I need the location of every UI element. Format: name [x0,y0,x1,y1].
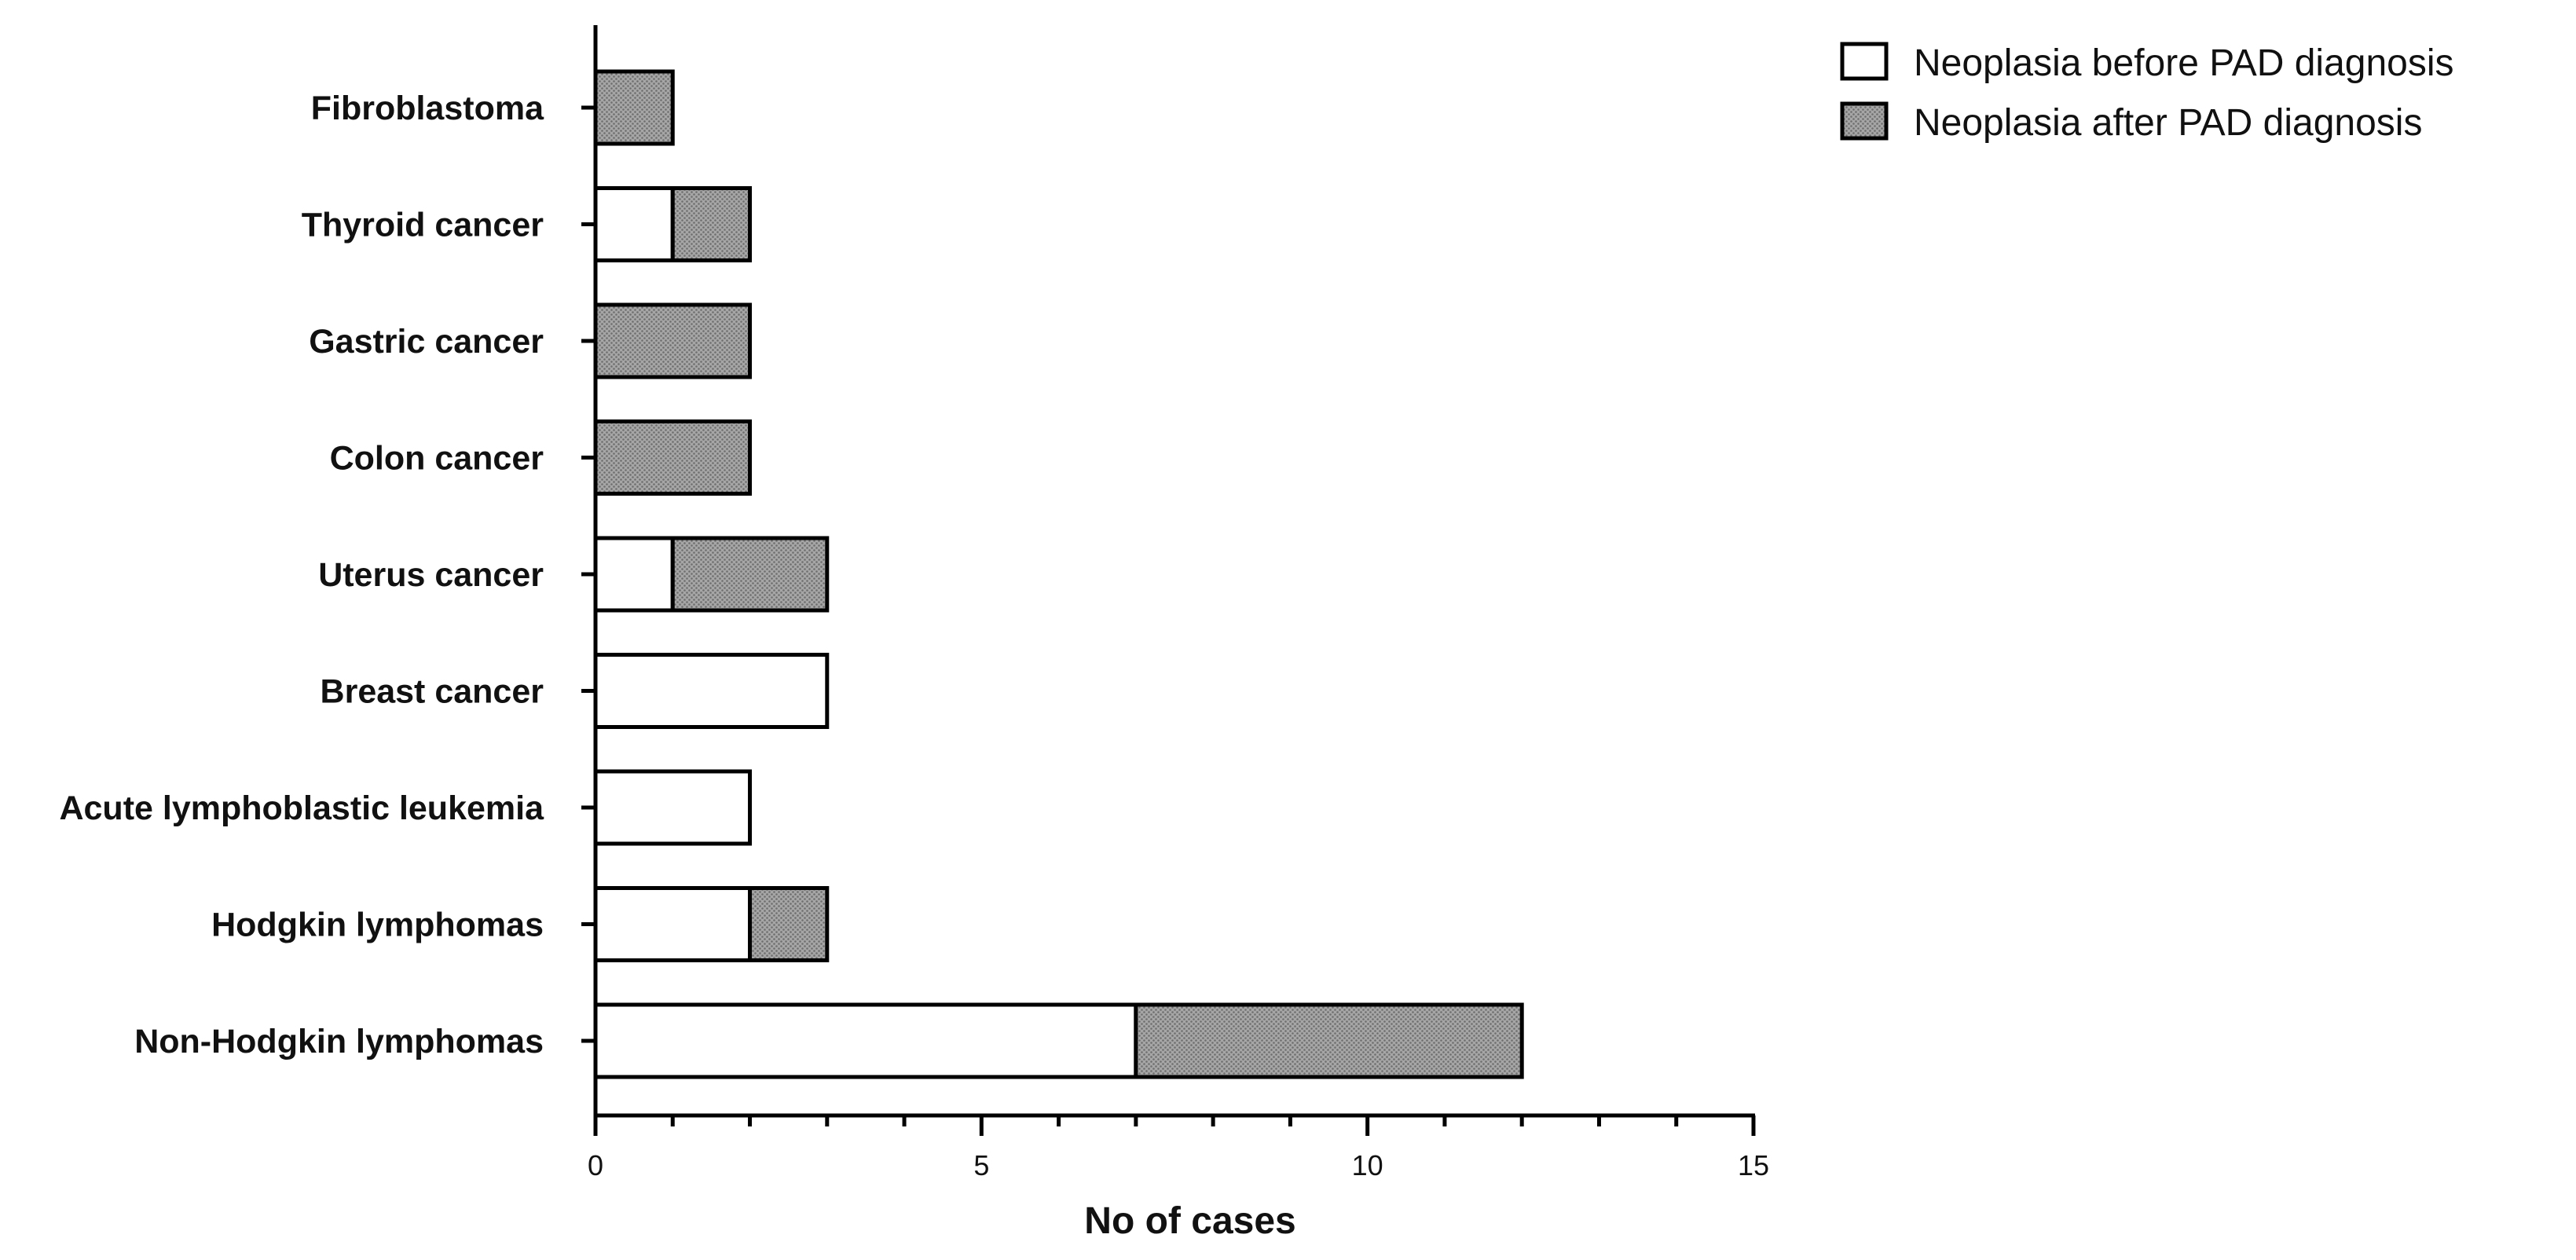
legend-swatch-after [1840,101,1889,141]
x-axis-tick-labels: 0 5 10 15 [588,1149,1769,1181]
x-tick-label: 15 [1738,1149,1769,1181]
bar-hodgkin-lymphomas-before [593,886,753,962]
bar-gastric-cancer-after [593,302,753,379]
legend-label-before: Neoplasia before PAD diagnosis [1914,42,2454,84]
bar-non-hodgkin-lymphomas-before [593,1002,1138,1079]
bar-uterus-cancer-before [593,536,675,613]
x-tick-label: 0 [588,1149,603,1181]
bar-group [593,69,1524,1079]
bar-colon-cancer-after [593,419,753,496]
bar-acute-lymphoblastic-leukemia-before [593,769,753,846]
category-label-uterus-cancer: Uterus cancer [318,556,544,594]
bar-uterus-cancer-after [670,536,830,613]
category-label-non-hodgkin-lymphomas: Non-Hodgkin lymphomas [134,1023,544,1060]
x-tick-label: 5 [973,1149,989,1181]
category-label-colon-cancer: Colon cancer [330,440,544,478]
category-label-fibroblastoma: Fibroblastoma [311,90,544,127]
category-label-thyroid-cancer: Thyroid cancer [302,207,544,244]
legend: Neoplasia before PAD diagnosis Neoplasia … [1840,42,2454,144]
x-axis-title: No of cases [1084,1200,1295,1242]
x-tick-label: 10 [1352,1149,1383,1181]
y-axis-ticks [581,105,595,1043]
legend-label-after: Neoplasia after PAD diagnosis [1914,102,2422,144]
bar-fibroblastoma-after [593,69,675,146]
x-axis-ticks [593,1115,1756,1136]
legend-swatch-before [1840,42,1889,81]
category-labels: Fibroblastoma Thyroid cancer Gastric cance… [59,90,544,1060]
bar-thyroid-cancer-before [593,186,675,262]
category-label-hodgkin-lymphomas: Hodgkin lymphomas [211,907,544,944]
category-label-acute-lymphoblastic-leukemia: Acute lymphoblastic leukemia [59,789,544,827]
bar-non-hodgkin-lymphomas-after [1134,1002,1524,1079]
bar-breast-cancer-before [593,653,830,729]
category-label-breast-cancer: Breast cancer [321,673,544,711]
category-label-gastric-cancer: Gastric cancer [309,323,544,361]
bar-thyroid-cancer-after [670,186,753,262]
bar-hodgkin-lymphomas-after [748,886,830,962]
